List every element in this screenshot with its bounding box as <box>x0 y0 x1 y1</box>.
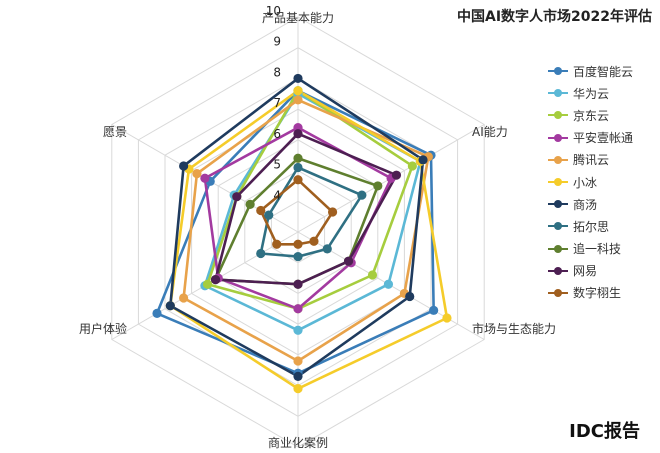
legend-item: 华为云 <box>548 82 633 104</box>
series-point <box>293 86 303 96</box>
series-point <box>232 192 242 202</box>
series-point <box>293 153 303 163</box>
legend-swatch <box>548 243 568 255</box>
axis-label: 产品基本能力 <box>262 11 334 25</box>
series-point <box>245 199 255 209</box>
series-point <box>327 207 338 217</box>
series-point <box>293 356 303 366</box>
series-point <box>179 293 189 303</box>
legend-swatch <box>548 265 568 277</box>
series-point <box>165 301 175 311</box>
tick-label: 5 <box>273 158 281 172</box>
legend-label: 腾讯云 <box>573 153 610 168</box>
series-point <box>272 239 282 249</box>
legend-swatch <box>548 65 568 77</box>
legend-label: 京东云 <box>573 108 610 123</box>
legend-swatch <box>548 198 568 210</box>
series-point <box>256 248 266 259</box>
series-point <box>343 256 354 266</box>
series-point <box>152 308 162 318</box>
series-point <box>264 210 274 220</box>
series-point <box>309 236 319 246</box>
legend-item: 商汤 <box>548 193 633 215</box>
legend-item: 追一科技 <box>548 238 633 260</box>
series-point <box>192 169 202 179</box>
legend-item: 百度智能云 <box>548 60 633 82</box>
tick-label: 9 <box>273 35 281 49</box>
series-point <box>418 155 428 165</box>
legend-label: 数字栩生 <box>573 286 622 301</box>
series-point <box>383 279 394 289</box>
legend-swatch <box>548 87 568 99</box>
axis-label: 愿景 <box>103 125 127 139</box>
series-point <box>293 95 303 105</box>
legend-swatch <box>548 132 568 144</box>
legend-item: 腾讯云 <box>548 149 633 171</box>
axis-label: 市场与生态能力 <box>472 321 556 336</box>
tick-label: 6 <box>273 127 281 141</box>
axis-label: 用户体验 <box>79 321 127 336</box>
legend-label: 商汤 <box>573 197 598 212</box>
series-point <box>293 371 303 381</box>
series-point <box>202 279 213 289</box>
series-point <box>391 170 402 180</box>
axis-label: 商业化案例 <box>268 435 328 450</box>
series-point <box>256 205 266 216</box>
tick-label: 10 <box>266 4 281 18</box>
series-point <box>293 129 303 139</box>
legend-item: 小冰 <box>548 171 633 193</box>
series-point <box>293 175 303 185</box>
series-point <box>442 313 452 323</box>
tick-label: 7 <box>273 96 281 110</box>
tick-label: 4 <box>273 188 281 202</box>
legend-label: 小冰 <box>573 175 598 190</box>
series-point <box>405 291 415 302</box>
legend-item: 网易 <box>548 260 633 282</box>
series-point <box>367 270 378 280</box>
chart-legend: 百度智能云华为云京东云平安壹帐通腾讯云小冰商汤拓尔思追一科技网易数字栩生 <box>548 60 633 304</box>
series-point <box>293 251 303 262</box>
series-point <box>293 239 303 249</box>
legend-item: 平安壹帐通 <box>548 127 633 149</box>
series-point <box>429 305 439 315</box>
legend-label: 拓尔思 <box>573 219 610 234</box>
legend-swatch <box>548 154 568 166</box>
legend-label: 追一科技 <box>573 242 622 257</box>
series-point <box>293 304 303 314</box>
series-point <box>357 190 367 200</box>
series-point <box>179 161 189 171</box>
source-label: IDC报告 <box>569 421 640 442</box>
legend-label: 华为云 <box>573 86 610 101</box>
chart-title: 中国AI数字人市场2022年评估 <box>456 9 652 25</box>
axis-label: AI能力 <box>472 125 508 139</box>
tick-label: 8 <box>273 65 281 79</box>
legend-item: 拓尔思 <box>548 215 633 237</box>
series-point <box>293 325 303 335</box>
legend-item: 京东云 <box>548 104 633 126</box>
legend-label: 网易 <box>573 264 598 279</box>
legend-label: 百度智能云 <box>573 64 634 79</box>
legend-swatch <box>548 176 568 188</box>
series-point <box>293 279 303 289</box>
series-point <box>293 384 303 394</box>
series-point <box>322 244 332 254</box>
legend-swatch <box>548 109 568 121</box>
series-point <box>293 162 303 173</box>
legend-item: 数字栩生 <box>548 282 633 304</box>
series-point <box>407 161 417 171</box>
series-point <box>200 173 210 183</box>
series-point <box>293 73 303 84</box>
series-point <box>210 275 221 285</box>
legend-label: 平安壹帐通 <box>573 131 634 146</box>
legend-swatch <box>548 220 568 232</box>
series-point <box>373 181 383 191</box>
legend-swatch <box>548 287 568 299</box>
